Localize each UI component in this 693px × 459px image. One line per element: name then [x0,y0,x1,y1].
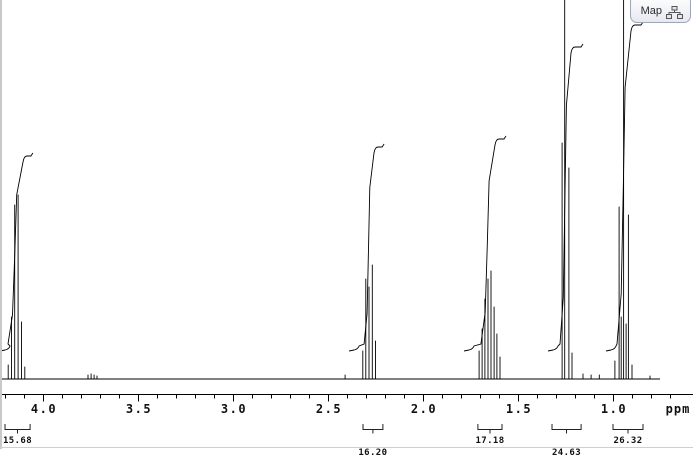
integral-value-label: 26.32 [613,436,642,446]
panel-bottom-border [0,447,693,448]
axis-tick-label: 4.0 [31,402,57,416]
integral-curve [463,135,507,352]
axis-tick-label: 1.5 [506,402,532,416]
integral-curve [605,21,644,352]
map-button[interactable]: Map [629,0,691,23]
axis-tick-label: 2.0 [411,402,437,416]
axis-unit-label: ppm [666,402,691,416]
integral-value-label: 15.68 [3,436,32,446]
integral-value-label: 24.63 [552,448,581,458]
axis-tick-label: 1.0 [601,402,627,416]
integral-value-label: 17.18 [475,436,504,446]
axis-tick-label: 3.5 [126,402,152,416]
integral-curve [349,143,385,352]
sitemap-icon [666,6,683,19]
integral-bracket [4,424,31,434]
integral-bracket [362,424,384,434]
integral-value-label: 16.20 [358,448,387,458]
map-button-label: Map [640,5,662,17]
integral-bracket [551,424,582,434]
axis-tick-label: 3.0 [221,402,247,416]
integral-bracket [612,424,644,434]
axis-tick-label: 2.5 [316,402,342,416]
integral-bracket [477,424,503,434]
window-left-border [0,0,2,449]
spectrum-trace [2,0,660,380]
integral-curve [547,43,584,352]
integral-curve [0,152,34,352]
